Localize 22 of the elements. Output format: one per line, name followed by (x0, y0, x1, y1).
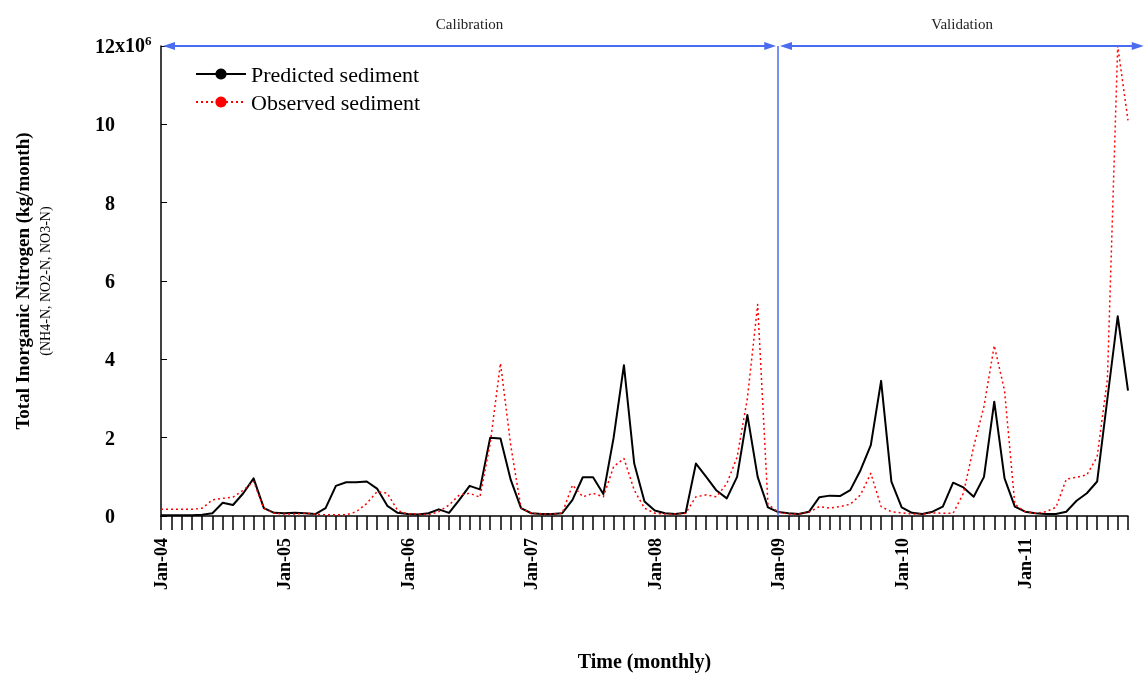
x-tick-label: Jan-11 (1015, 538, 1036, 590)
text: x10$^{6}$ (115, 32, 152, 56)
y-tick-label: 12 (95, 35, 115, 57)
x-tick-label: Jan-07 (521, 538, 542, 591)
x-tick-label: Jan-09 (768, 538, 789, 591)
legend-label: Predicted sediment (251, 61, 420, 87)
legend-label: Observed sediment (251, 89, 421, 115)
x-tick-label: Jan-06 (397, 538, 418, 591)
y-tick-label: 0 (105, 505, 115, 527)
x-tick-label: Jan-10 (891, 538, 912, 591)
x-axis-title: Time (monthly) (577, 650, 712, 673)
y-tick-label: 4 (105, 348, 115, 371)
x-tick-label: Jan-05 (274, 538, 295, 591)
y-tick-label: 2 (105, 426, 115, 449)
text: Calibration (434, 16, 505, 33)
y-tick-label: 8 (105, 191, 115, 214)
text: Validation (930, 16, 994, 33)
y-axis-title: Total Inorganic Nitrogen (kg/month) (NH4-N, NO2-N, NO3-N) (11, 132, 54, 430)
y-tick-label: 6 (105, 270, 115, 292)
x-tick-label: Jan-08 (644, 538, 665, 591)
x-tick-label: Jan-04 (151, 538, 171, 591)
y-tick-label: 10 (95, 113, 115, 136)
